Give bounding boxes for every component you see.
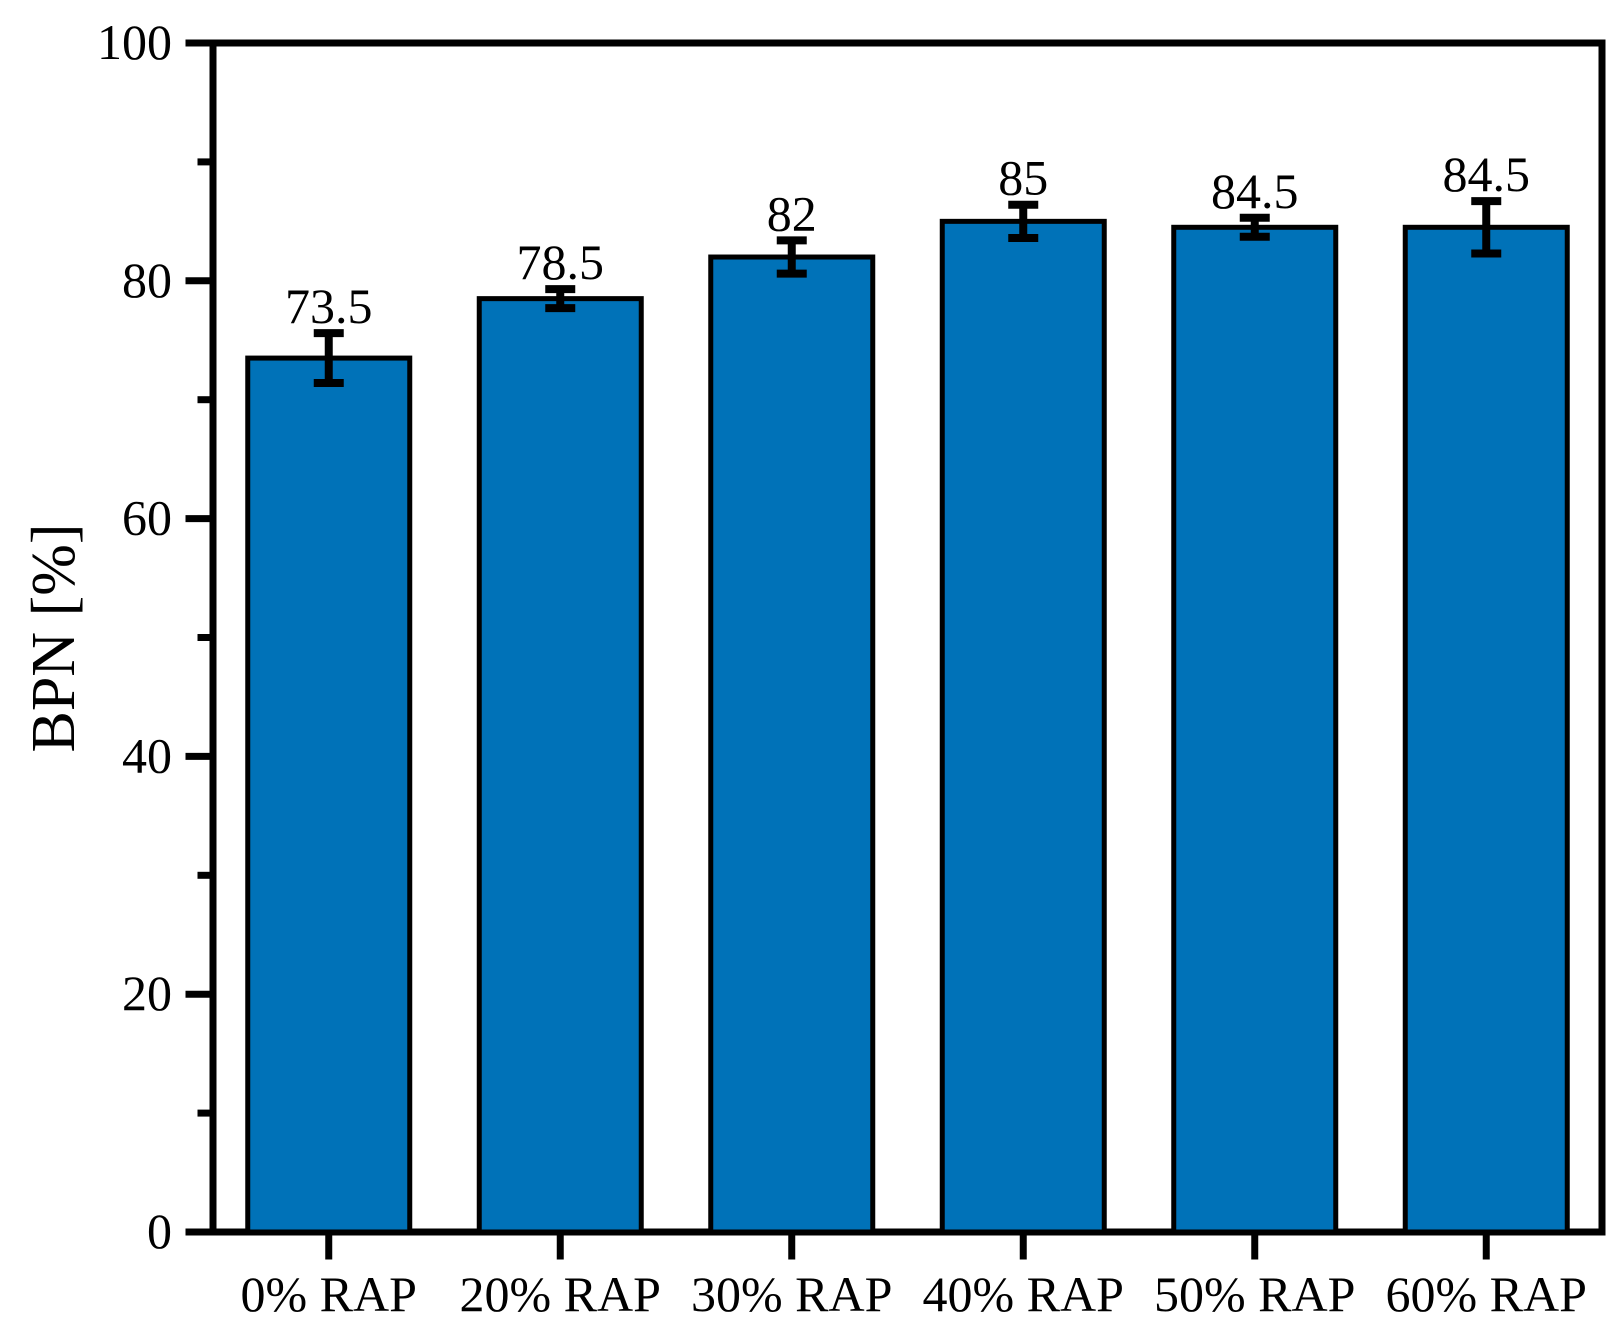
x-category-label: 50% RAP — [1154, 1266, 1355, 1322]
y-tick-label: 0 — [147, 1203, 172, 1259]
bar-value-label: 85 — [998, 150, 1048, 206]
bar — [939, 218, 1107, 1235]
y-tick-label: 80 — [122, 252, 172, 308]
y-axis-title: BPN [%] — [20, 523, 88, 752]
bar-value-label: 82 — [767, 185, 817, 241]
plot-frame — [209, 39, 1606, 1236]
bar — [1171, 224, 1339, 1235]
y-tick-label: 100 — [97, 14, 172, 70]
y-tick-label: 40 — [122, 727, 172, 783]
bar — [1402, 224, 1570, 1235]
x-category-label: 40% RAP — [923, 1266, 1124, 1322]
bar — [245, 355, 413, 1235]
x-category-label: 60% RAP — [1386, 1266, 1587, 1322]
y-tick-label: 60 — [122, 490, 172, 546]
x-category-label: 30% RAP — [691, 1266, 892, 1322]
bar-value-label: 84.5 — [1211, 163, 1299, 219]
bar-value-label: 78.5 — [517, 234, 605, 290]
x-category-label: 0% RAP — [241, 1266, 417, 1322]
bar-value-label: 73.5 — [285, 278, 373, 334]
x-category-label: 20% RAP — [460, 1266, 661, 1322]
bar — [476, 296, 644, 1235]
y-tick-label: 20 — [122, 965, 172, 1021]
bar — [708, 254, 876, 1235]
bar-value-label: 84.5 — [1443, 146, 1531, 202]
